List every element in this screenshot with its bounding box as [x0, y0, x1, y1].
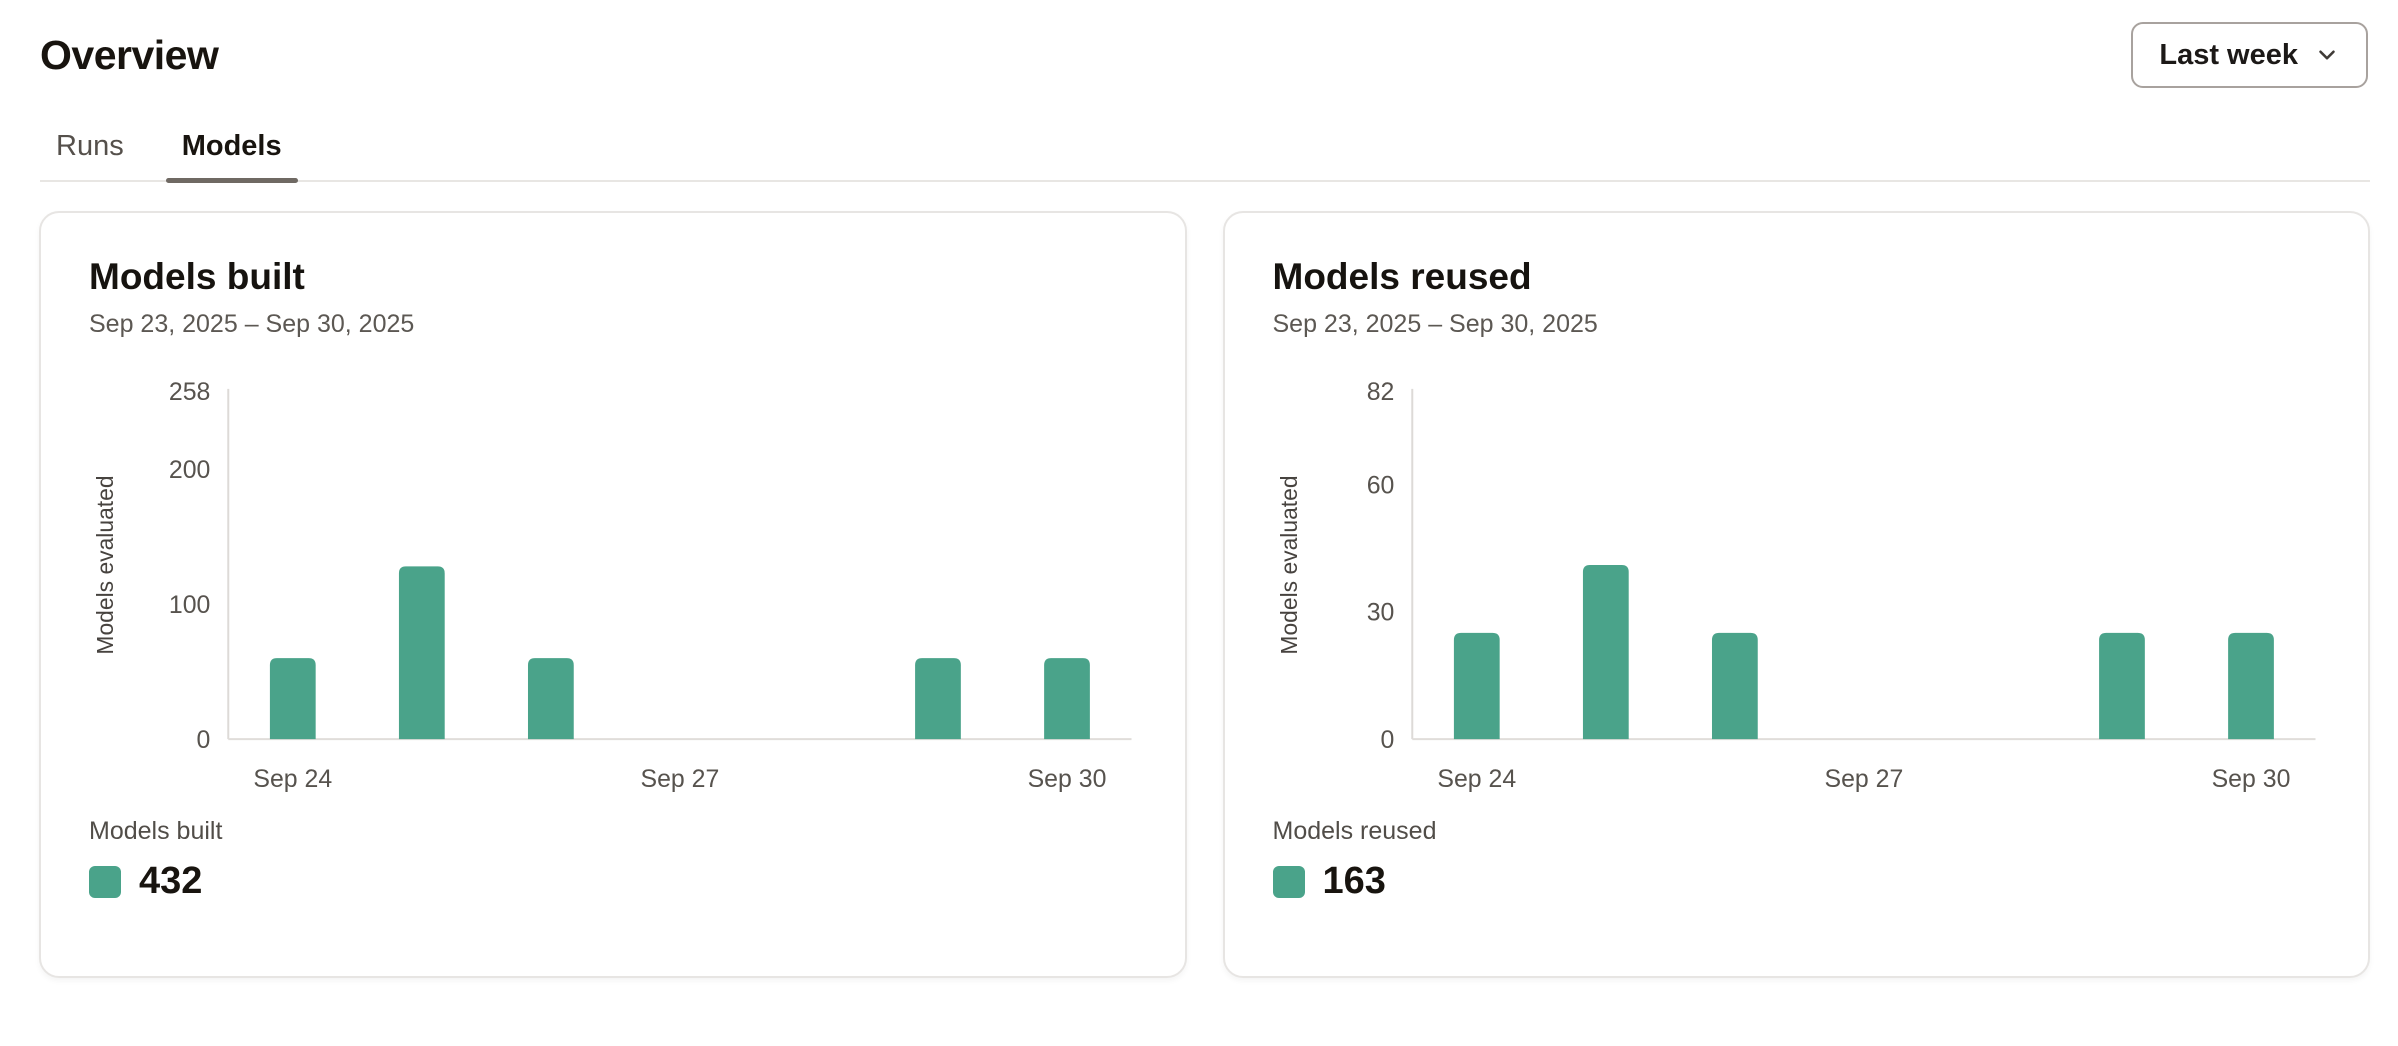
- x-tick-label: Sep 30: [1028, 765, 1107, 793]
- y-tick-label: 82: [1366, 378, 1394, 406]
- legend-row: 163: [1272, 860, 2321, 903]
- bar-sep-25[interactable]: [1582, 565, 1629, 740]
- x-tick-label: Sep 24: [253, 765, 332, 793]
- chevron-down-icon: [2319, 50, 2335, 60]
- tab-runs[interactable]: Runs: [56, 130, 124, 162]
- y-tick-label: 0: [197, 727, 211, 755]
- bar-chart-svg: 0 100 200 258 Models evaluated Sep 24 Sep 27 Se…: [92, 378, 1132, 793]
- models-reused-legend: Models reused 163: [1272, 817, 2321, 903]
- y-axis-title: Models evaluated: [1275, 476, 1301, 655]
- x-tick-label: Sep 24: [1437, 765, 1516, 793]
- bar-sep-29[interactable]: [915, 658, 961, 740]
- legend-value: 432: [139, 860, 203, 903]
- date-range-selector[interactable]: Last week: [2131, 22, 2368, 88]
- models-built-legend: Models built 432: [89, 817, 1137, 903]
- bar-chart-svg: 0 30 60 82 Models evaluated Sep 24 Sep 27 Sep 3…: [1275, 378, 2316, 793]
- bar-sep-26[interactable]: [1711, 633, 1758, 740]
- tab-bar: Runs Models: [40, 130, 2370, 184]
- page-header: Overview Last week: [40, 22, 2368, 88]
- x-tick-label: Sep 27: [640, 765, 719, 793]
- y-tick-label: 100: [169, 592, 210, 620]
- bar-sep-24[interactable]: [1453, 633, 1500, 740]
- y-tick-label: 30: [1366, 599, 1394, 627]
- y-tick-label: 258: [169, 378, 210, 406]
- overview-page: Overview Last week Runs Models Models bu…: [0, 22, 2398, 1046]
- bar-sep-30[interactable]: [1044, 658, 1090, 740]
- legend-row: 432: [89, 860, 1137, 903]
- y-axis-title: Models evaluated: [92, 476, 118, 655]
- models-reused-chart: 0 30 60 82 Models evaluated Sep 24 Sep 27 Sep 3…: [1273, 375, 2321, 797]
- bar-sep-24[interactable]: [269, 658, 316, 740]
- legend-swatch: [1272, 865, 1305, 898]
- bar-sep-25[interactable]: [398, 566, 445, 740]
- models-built-chart: 0 100 200 258 Models evaluated Sep 24 Sep 27 Se…: [89, 375, 1137, 797]
- models-built-card: Models built Sep 23, 2025 – Sep 30, 2025…: [39, 211, 1187, 979]
- page-title: Overview: [40, 31, 219, 78]
- models-reused-card: Models reused Sep 23, 2025 – Sep 30, 202…: [1222, 211, 2370, 979]
- card-title: Models reused: [1272, 256, 1532, 298]
- y-tick-label: 0: [1380, 727, 1394, 755]
- legend-value: 163: [1322, 860, 1386, 903]
- legend-swatch: [89, 865, 121, 898]
- card-date-range: Sep 23, 2025 – Sep 30, 2025: [1272, 309, 1598, 338]
- date-range-selector-label: Last week: [2159, 38, 2298, 71]
- x-tick-label: Sep 27: [1824, 765, 1903, 793]
- x-tick-label: Sep 30: [2211, 765, 2290, 793]
- card-date-range: Sep 23, 2025 – Sep 30, 2025: [89, 309, 415, 338]
- legend-label: Models reused: [1272, 817, 1437, 846]
- legend-label: Models built: [89, 817, 223, 846]
- y-tick-label: 200: [169, 457, 210, 485]
- bar-sep-29[interactable]: [2098, 633, 2145, 740]
- bar-sep-26[interactable]: [527, 658, 574, 740]
- bar-sep-30[interactable]: [2227, 633, 2274, 740]
- y-tick-label: 60: [1366, 472, 1394, 500]
- card-title: Models built: [89, 256, 305, 298]
- cards-row: Models built Sep 23, 2025 – Sep 30, 2025…: [39, 211, 2370, 979]
- tab-models[interactable]: Models: [165, 130, 298, 184]
